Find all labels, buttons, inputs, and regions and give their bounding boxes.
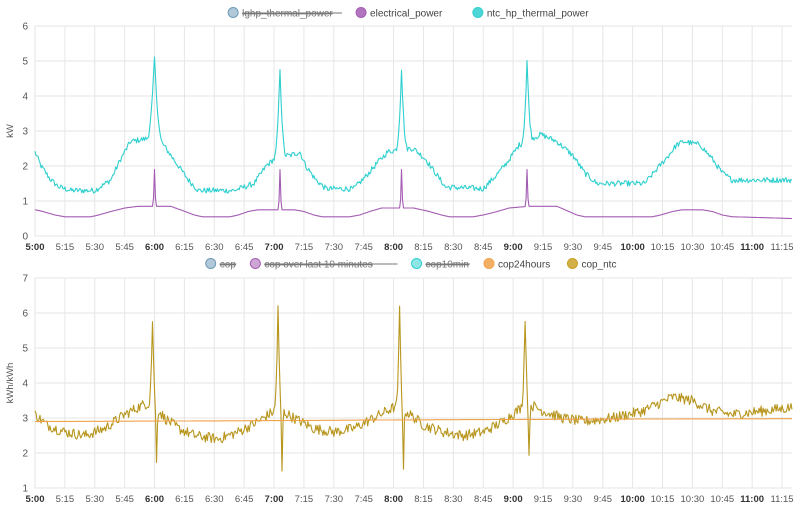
series-line-ntc-hp-thermal-power	[34, 56, 793, 194]
x-tick-label: 7:30	[325, 242, 344, 253]
y-tick-label: 0	[22, 232, 28, 243]
x-tick-label: 10:45	[710, 242, 734, 253]
x-tick-label: 5:00	[25, 242, 44, 253]
x-tick-label: 7:00	[265, 242, 284, 253]
legend-label[interactable]: cop_ntc	[581, 260, 616, 271]
y-tick-label: 4	[22, 379, 28, 390]
legend-swatch-cop24hours[interactable]	[483, 258, 495, 269]
x-tick-label: 10:00	[620, 494, 644, 505]
y-tick-label: 1	[22, 197, 28, 208]
x-tick-label: 5:30	[86, 494, 105, 505]
y-tick-label: 4	[22, 92, 28, 103]
x-tick-label: 11:00	[740, 494, 764, 505]
x-tick-label: 10:15	[651, 494, 675, 505]
x-tick-label: 5:15	[56, 494, 75, 505]
x-tick-label: 9:30	[564, 242, 583, 253]
y-tick-label: 5	[22, 57, 28, 68]
y-tick-label: 3	[22, 414, 28, 425]
x-tick-label: 5:45	[115, 242, 134, 253]
y-tick-label: 2	[22, 449, 28, 460]
y-tick-label: 7	[22, 274, 28, 285]
y-tick-label: 1	[22, 484, 28, 495]
x-tick-label: 6:15	[175, 242, 194, 253]
legend-swatch-lghp-thermal-power[interactable]	[227, 7, 239, 18]
legend-swatch-cop10min[interactable]	[411, 258, 423, 269]
x-tick-label: 8:00	[384, 494, 403, 505]
legend-swatch-ntc-hp-thermal-power[interactable]	[472, 7, 484, 18]
x-tick-label: 7:30	[325, 494, 344, 505]
legend-swatch-cop[interactable]	[205, 258, 217, 269]
y-tick-label: 6	[22, 22, 28, 33]
x-tick-label: 11:15	[771, 494, 794, 505]
x-tick-label: 9:15	[534, 494, 553, 505]
x-tick-label: 8:00	[384, 242, 403, 253]
x-tick-label: 5:45	[115, 494, 134, 505]
series-line-cop-ntc	[34, 305, 793, 472]
x-tick-label: 8:45	[474, 494, 493, 505]
x-tick-label: 6:30	[205, 242, 224, 253]
x-tick-label: 7:45	[354, 242, 373, 253]
x-tick-label: 9:15	[534, 242, 553, 253]
legend-label[interactable]: cop24hours	[498, 260, 550, 271]
legend-label[interactable]: electrical_power	[370, 9, 443, 20]
x-tick-label: 8:15	[414, 242, 433, 253]
x-tick-label: 6:45	[235, 242, 254, 253]
x-tick-label: 5:15	[56, 242, 75, 253]
x-tick-label: 10:15	[651, 242, 675, 253]
x-tick-label: 9:45	[594, 242, 613, 253]
x-tick-label: 9:30	[564, 494, 583, 505]
x-tick-label: 5:00	[25, 494, 44, 505]
legend-swatch-cop-ntc[interactable]	[566, 258, 578, 269]
y-tick-label: 5	[22, 344, 28, 355]
x-tick-label: 8:45	[474, 242, 493, 253]
x-tick-label: 6:00	[145, 494, 164, 505]
x-tick-label: 6:30	[205, 494, 224, 505]
legend-label[interactable]: lghp_thermal_power	[242, 9, 333, 20]
y-axis-label: kWh/kWh	[5, 363, 16, 404]
x-tick-label: 7:00	[265, 494, 284, 505]
y-tick-label: 3	[22, 127, 28, 138]
x-tick-label: 9:45	[594, 494, 613, 505]
legend-label[interactable]: cop	[220, 260, 237, 271]
x-tick-label: 6:45	[235, 494, 254, 505]
x-tick-label: 7:15	[295, 494, 314, 505]
y-tick-label: 2	[22, 162, 28, 173]
y-axis-label: kW	[5, 124, 16, 138]
x-tick-label: 8:30	[444, 494, 463, 505]
x-tick-label: 11:15	[771, 242, 794, 253]
x-tick-label: 7:45	[354, 494, 373, 505]
legend-label[interactable]: cop10min	[426, 260, 469, 271]
x-tick-label: 9:00	[504, 242, 523, 253]
x-tick-label: 10:00	[620, 242, 644, 253]
y-tick-label: 6	[22, 309, 28, 320]
legend-swatch-cop-over-last-10-minutes[interactable]	[249, 258, 261, 269]
series-line-electrical-power	[34, 168, 792, 220]
x-tick-label: 7:15	[295, 242, 314, 253]
legend-swatch-electrical-power[interactable]	[355, 7, 367, 18]
x-tick-label: 5:30	[86, 242, 105, 253]
x-tick-label: 11:00	[740, 242, 764, 253]
series-line-cop24hours	[35, 418, 792, 423]
x-tick-label: 6:15	[175, 494, 194, 505]
x-tick-label: 10:30	[681, 242, 705, 253]
x-tick-label: 8:15	[414, 494, 433, 505]
x-tick-label: 8:30	[444, 242, 463, 253]
legend-label[interactable]: cop over last 10 minutes	[264, 260, 372, 271]
x-tick-label: 9:00	[504, 494, 523, 505]
x-tick-label: 10:30	[681, 494, 705, 505]
legend-label[interactable]: ntc_hp_thermal_power	[487, 9, 589, 20]
x-tick-label: 6:00	[145, 242, 164, 253]
x-tick-label: 10:45	[710, 494, 734, 505]
